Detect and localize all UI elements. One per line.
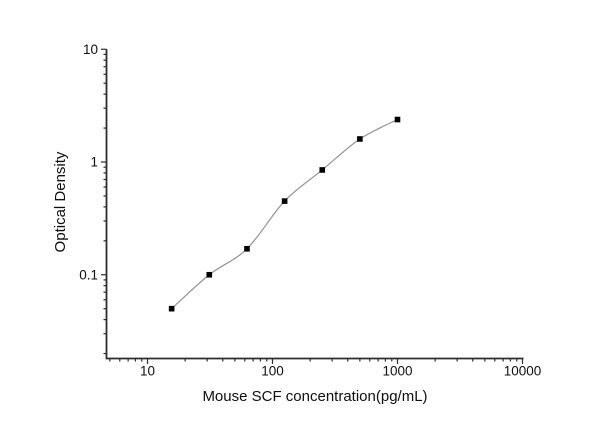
data-point-marker [394,116,401,123]
data-point-marker [281,198,288,204]
data-point-marker [319,167,326,173]
y-axis-tick-label: 0.1 [79,267,98,282]
y-axis-tick-label: 10 [83,42,98,57]
plot-axes [105,49,524,360]
y-axis-tick-label: 1 [90,155,98,170]
data-point-marker [168,305,175,312]
plot-layer: 10 100 1000 10000 10 1 0.1 [79,42,541,379]
data-point-marker [244,245,250,252]
data-point-marker [206,271,213,278]
x-axis-tick-label: 10000 [504,364,542,379]
standard-curve-line [171,119,398,310]
x-axis-tick-label: 100 [261,364,284,379]
x-axis-title: Mouse SCF concentration(pg/mL) [202,388,427,405]
x-axis-tick-label: 1000 [382,364,412,379]
y-axis-title: Optical Density [52,151,69,252]
data-point-marker [357,136,363,142]
x-axis-tick-label: 10 [140,364,155,379]
